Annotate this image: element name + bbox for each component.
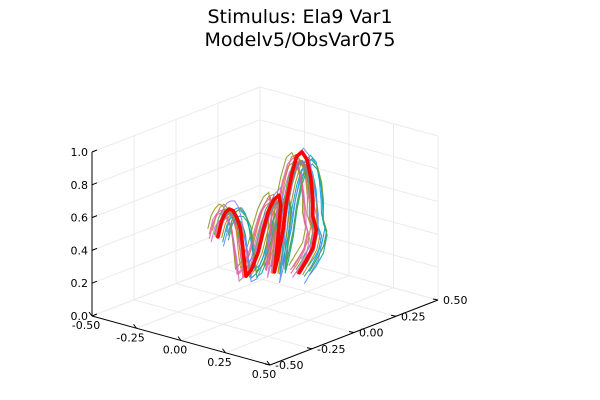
x-tick: [266, 360, 271, 366]
grid-sidewall-z: [91, 152, 261, 219]
x-tick: [222, 348, 226, 354]
y-tick-label: 0.25: [401, 310, 426, 323]
y-tick-label: 0.50: [443, 294, 468, 307]
y-tick: [348, 331, 355, 333]
grid-backwall-z: [259, 86, 439, 137]
x-tick-label: 0.50: [252, 368, 277, 381]
x-tick-label: 0.00: [163, 344, 188, 357]
y-tick: [432, 298, 439, 301]
z-tick-label: 0.8: [71, 179, 89, 192]
y-tick: [306, 347, 313, 350]
stimulus-line: [216, 150, 319, 278]
x-tick-label: -0.50: [72, 319, 100, 332]
z-tick-label: 0.4: [71, 244, 89, 257]
y-tick-label: -0.25: [317, 343, 345, 356]
y-tick-label: -0.50: [275, 359, 303, 372]
x-tick: [177, 336, 182, 341]
z-tick: [91, 149, 98, 153]
grid-sidewall-z: [91, 250, 261, 317]
grid-floor-y: [133, 299, 313, 350]
x-tick-label: -0.25: [116, 331, 144, 344]
chart-title-block: Stimulus: Ela9 Var1 Modelv5/ObsVar075: [0, 6, 600, 52]
z-tick: [91, 313, 98, 317]
grid-backwall-z: [259, 119, 439, 170]
z-tick-label: 0.0: [71, 310, 89, 323]
stimulus-trajectory: [216, 150, 319, 278]
z-tick: [91, 247, 98, 251]
y-tick: [390, 314, 397, 317]
z-tick: [91, 182, 98, 186]
z-tick: [91, 280, 98, 284]
x-tick-label: 0.25: [207, 356, 232, 369]
chart-subtitle: Modelv5/ObsVar075: [204, 29, 396, 51]
grid-backwall-z: [259, 250, 439, 301]
axes: [88, 149, 439, 366]
y-tick-label: 0.00: [359, 327, 384, 340]
grid-sidewall-z: [91, 184, 261, 251]
z-tick: [91, 215, 98, 219]
z-tick-label: 0.2: [71, 277, 89, 290]
grid-sidewall-z: [91, 86, 261, 153]
chart-title: Stimulus: Ela9 Var1: [207, 6, 393, 28]
x-tick: [88, 311, 93, 317]
grid-backwall-z: [259, 152, 439, 203]
grid-floor-y: [175, 283, 355, 333]
y-tick: [264, 363, 271, 366]
trajectory-line: [222, 169, 323, 284]
trajectory-line: [227, 157, 328, 275]
tick-labels: -0.50-0.250.000.250.50-0.50-0.250.000.25…: [71, 146, 468, 381]
grid-sidewall-z: [91, 119, 261, 186]
z-tick-label: 1.0: [71, 146, 89, 159]
x-tick: [133, 323, 137, 329]
z-tick-label: 0.6: [71, 212, 89, 225]
